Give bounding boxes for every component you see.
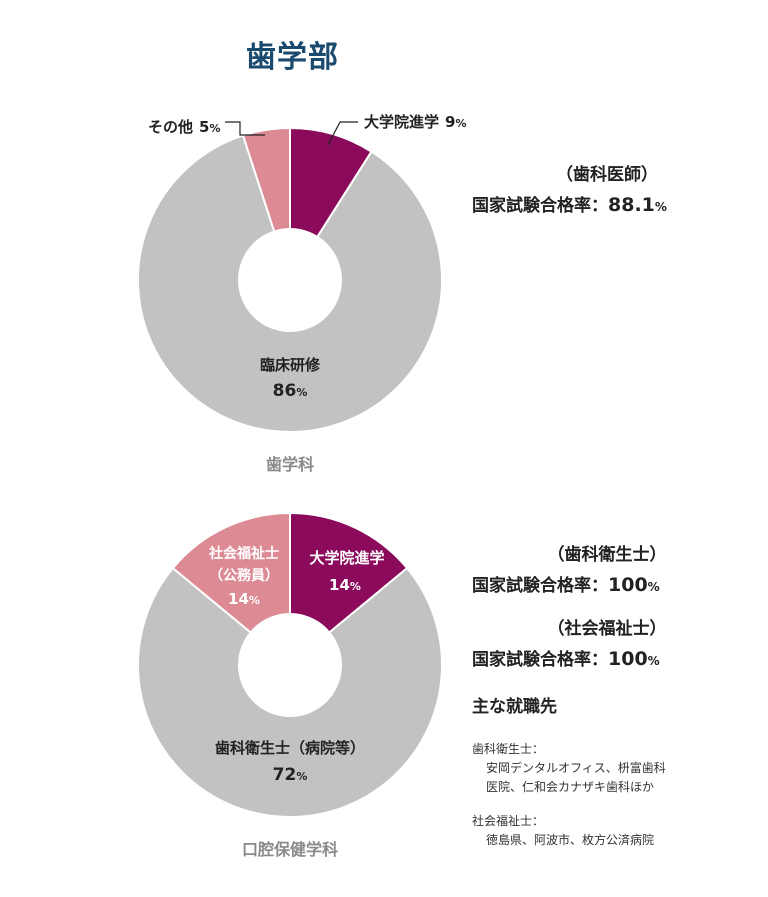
jobs-dental-hygienist: 歯科衛生士： 安岡デンタルオフィス、枡富歯科 医院、仁和会カナザキ歯科ほか [472,740,752,797]
pass-rate-line-social-worker: 国家試験合格率：100% [472,648,660,670]
heading-dentist: （歯科医師） [556,165,658,185]
donut-chart-dentistry: その他 5% 大学院進学 9% 臨床研修 86% 歯学科 [137,113,466,474]
jobs-social-worker: 社会福祉士： 徳島県、阿波市、枚方公済病院 [472,812,752,850]
pass-rate-dentist: （歯科医師） 国家試験合格率：88.1% [472,160,742,222]
jobs-dental-head: 歯科衛生士： [472,742,545,756]
leader-line-grad [327,121,358,146]
heading-hygienist: （歯科衛生士） [547,545,667,565]
pass-rates-oral-health: （歯科衛生士） 国家試験合格率：100% （社会福祉士） 国家試験合格率：100… [472,540,742,676]
label-social-value: 14% [228,590,260,608]
label-other: その他 5% [148,118,220,136]
donut-hole [238,228,342,332]
pass-rate-line-hygienist: 国家試験合格率：100% [472,574,660,596]
label-social-name2: （公務員） [209,567,279,584]
label-dental-value: 72% [273,765,308,785]
label-grad-name: 大学院進学 [309,549,384,567]
chart-title-dentistry: 歯学科 [266,455,314,474]
label-social-name1: 社会福祉士 [208,545,279,562]
donut-chart-oral-health: 大学院進学 14% 社会福祉士 （公務員） 14% 歯科衛生士（病院等） 72%… [137,511,443,859]
label-clinical-name: 臨床研修 [260,356,321,374]
label-grad: 大学院進学 9% [364,113,466,131]
pass-rate-line-dentist: 国家試験合格率：88.1% [472,194,667,216]
heading-social-worker: （社会福祉士） [547,619,667,639]
leader-line-other [225,121,265,136]
chart-title-oral-health: 口腔保健学科 [242,840,338,859]
page-title: 歯学部 [246,40,339,75]
donut-hole [238,613,342,717]
jobs-dental-line2: 医院、仁和会カナザキ歯科ほか [486,780,655,794]
jobs-title: 主な就職先 [472,697,557,717]
label-dental-name: 歯科衛生士（病院等） [215,739,365,757]
label-clinical-value: 86% [273,381,308,401]
jobs-social-line1: 徳島県、阿波市、枚方公済病院 [486,833,655,847]
jobs-social-head: 社会福祉士： [472,814,545,828]
jobs-dental-line1: 安岡デンタルオフィス、枡富歯科 [486,761,666,775]
label-grad-value: 14% [329,576,361,594]
